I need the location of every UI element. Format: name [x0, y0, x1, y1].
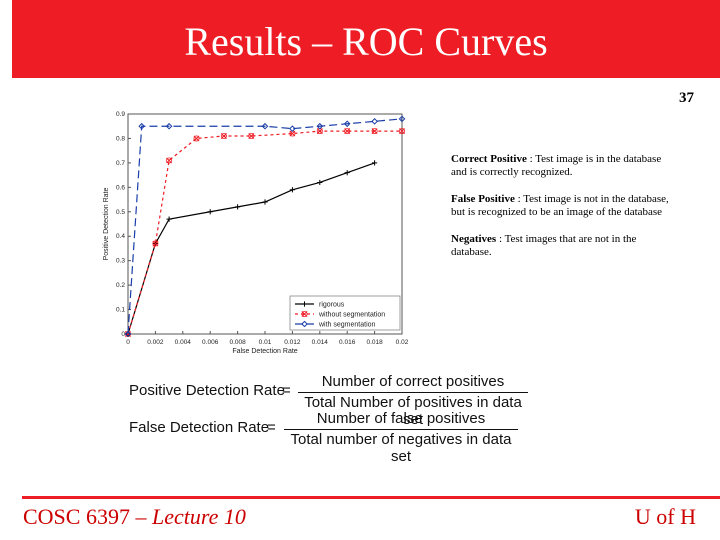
title-bar: Results – ROC Curves [12, 0, 720, 78]
y-tick-label: 0.1 [116, 307, 125, 314]
data-point [343, 120, 351, 128]
y-tick-label: 0.6 [116, 184, 125, 191]
roc-chart: 0 0.002 0.004 0.006 0.008 0.01 0.012 0.014 0.016… [103, 111, 409, 355]
data-point [317, 179, 323, 186]
data-point [166, 216, 172, 222]
y-tick-label: 0 [121, 331, 125, 338]
definition-negatives: Negatives : Test images that are not in … [451, 233, 671, 259]
x-tick-label: 0.004 [175, 339, 192, 346]
y-axis-label: Positive Detection Rate [103, 188, 110, 261]
definition-term: Correct Positive [451, 153, 527, 165]
definition-false-positive: False Positive : Test image is not in th… [451, 193, 671, 219]
false-rate-denominator: Total number of negatives in data set [290, 431, 512, 465]
footer-course-code: COSC 6397 – [23, 504, 152, 529]
positive-rate-label: Positive Detection Rate [129, 382, 285, 399]
x-tick-label: 0.002 [147, 339, 164, 346]
data-point [235, 204, 241, 210]
positive-rate-denominator: Total Number of positives in data set [304, 394, 522, 428]
data-point [261, 122, 269, 130]
data-point [316, 122, 324, 130]
series-line [127, 130, 402, 335]
x-tick-label: 0.016 [339, 339, 356, 346]
data-point [398, 115, 406, 123]
legend-label: with segmentation [318, 322, 376, 329]
data-point-ring [152, 240, 159, 247]
series-line [127, 118, 403, 335]
x-tick-label: 0 [126, 339, 130, 346]
data-point [207, 209, 213, 215]
data-point-ring [193, 135, 200, 142]
x-tick-label: 0.006 [202, 339, 219, 346]
y-tick-label: 0.4 [116, 233, 125, 240]
data-point-ring [166, 157, 173, 164]
slide-title: Results – ROC Curves [184, 19, 548, 64]
data-point [371, 118, 378, 125]
definition-term: False Positive [451, 193, 515, 205]
y-tick-label: 0.2 [116, 282, 125, 289]
legend-label: without segmentation [318, 312, 385, 319]
data-point-ring [344, 128, 351, 135]
data-point [289, 125, 296, 132]
x-tick-label: 0.02 [396, 339, 409, 346]
y-tick-label: 0.7 [116, 160, 125, 167]
data-point [344, 170, 350, 176]
data-point [124, 330, 132, 338]
x-tick-label: 0.018 [366, 339, 383, 346]
data-point [301, 320, 308, 328]
positive-rate-numerator: Number of correct positives [298, 373, 528, 393]
definition-text: : Test images that are not in the databa… [451, 233, 637, 258]
false-rate-label: False Detection Rate [129, 419, 270, 436]
data-point [301, 301, 308, 307]
data-point-ring [301, 310, 308, 317]
y-tick-label: 0.8 [116, 135, 125, 142]
definitions-panel: Correct Positive : Test image is in the … [451, 153, 671, 273]
y-tick-label: 0.5 [116, 209, 125, 216]
data-point [289, 187, 295, 193]
data-point-ring [220, 132, 227, 139]
definition-term: Negatives [451, 233, 497, 245]
data-point [138, 122, 146, 130]
definition-text: : Test image is in the database and is c… [451, 153, 662, 178]
positive-rate-fraction: Number of correct positives Total Number… [298, 373, 528, 428]
x-tick-label: 0.014 [312, 339, 329, 346]
data-point-ring [371, 128, 378, 135]
data-point [372, 160, 378, 166]
footer-course: COSC 6397 – Lecture 10 [23, 504, 246, 530]
slide-number: 37 [679, 90, 694, 106]
data-point [262, 199, 268, 205]
x-tick-label: 0.012 [284, 339, 301, 346]
x-tick-label: 0.01 [259, 339, 272, 346]
x-tick-label: 0.008 [229, 339, 246, 346]
definition-text: : Test image is not in the database, but… [451, 193, 669, 218]
y-tick-label: 0.3 [116, 258, 125, 265]
x-axis-label: False Detection Rate [232, 348, 297, 355]
positive-rate-equals: = [282, 382, 291, 399]
footer-divider [22, 496, 720, 499]
false-rate-numerator: Number of false positives [284, 410, 518, 430]
series-line [127, 162, 375, 335]
data-point-ring [248, 132, 255, 139]
y-tick-label: 0.9 [116, 111, 125, 118]
false-rate-equals: = [267, 419, 276, 436]
definition-correct-positive: Correct Positive : Test image is in the … [451, 153, 671, 179]
footer-lecture: Lecture 10 [151, 504, 246, 529]
legend-label: rigorous [319, 302, 345, 309]
footer-org: U of H [634, 504, 696, 529]
data-point-ring [398, 128, 405, 135]
data-point [165, 122, 173, 130]
false-rate-fraction: Number of false positives Total number o… [284, 410, 518, 465]
